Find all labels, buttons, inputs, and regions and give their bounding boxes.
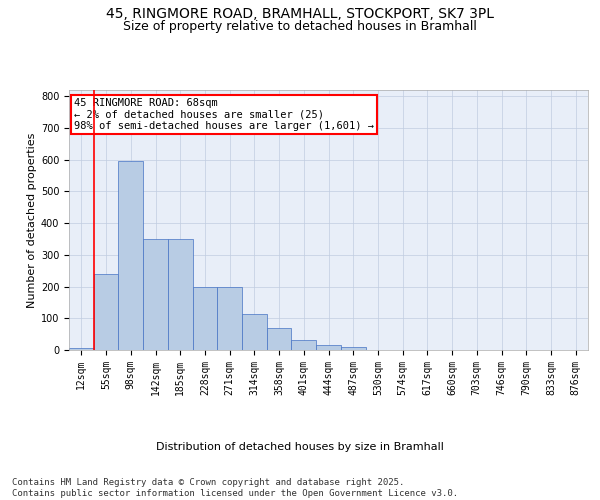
Bar: [267, 328, 292, 350]
Bar: [193, 286, 217, 350]
Y-axis label: Number of detached properties: Number of detached properties: [26, 132, 37, 308]
Bar: [242, 314, 267, 350]
Text: Contains HM Land Registry data © Crown copyright and database right 2025.
Contai: Contains HM Land Registry data © Crown c…: [12, 478, 458, 498]
Bar: [94, 274, 118, 350]
Bar: [341, 347, 365, 350]
Bar: [143, 239, 168, 350]
Bar: [69, 348, 94, 350]
Bar: [168, 239, 193, 350]
Text: Distribution of detached houses by size in Bramhall: Distribution of detached houses by size …: [156, 442, 444, 452]
Bar: [217, 286, 242, 350]
Text: Size of property relative to detached houses in Bramhall: Size of property relative to detached ho…: [123, 20, 477, 33]
Bar: [292, 340, 316, 350]
Text: 45, RINGMORE ROAD, BRAMHALL, STOCKPORT, SK7 3PL: 45, RINGMORE ROAD, BRAMHALL, STOCKPORT, …: [106, 8, 494, 22]
Text: 45 RINGMORE ROAD: 68sqm
← 2% of detached houses are smaller (25)
98% of semi-det: 45 RINGMORE ROAD: 68sqm ← 2% of detached…: [74, 98, 374, 131]
Bar: [118, 162, 143, 350]
Bar: [316, 345, 341, 350]
